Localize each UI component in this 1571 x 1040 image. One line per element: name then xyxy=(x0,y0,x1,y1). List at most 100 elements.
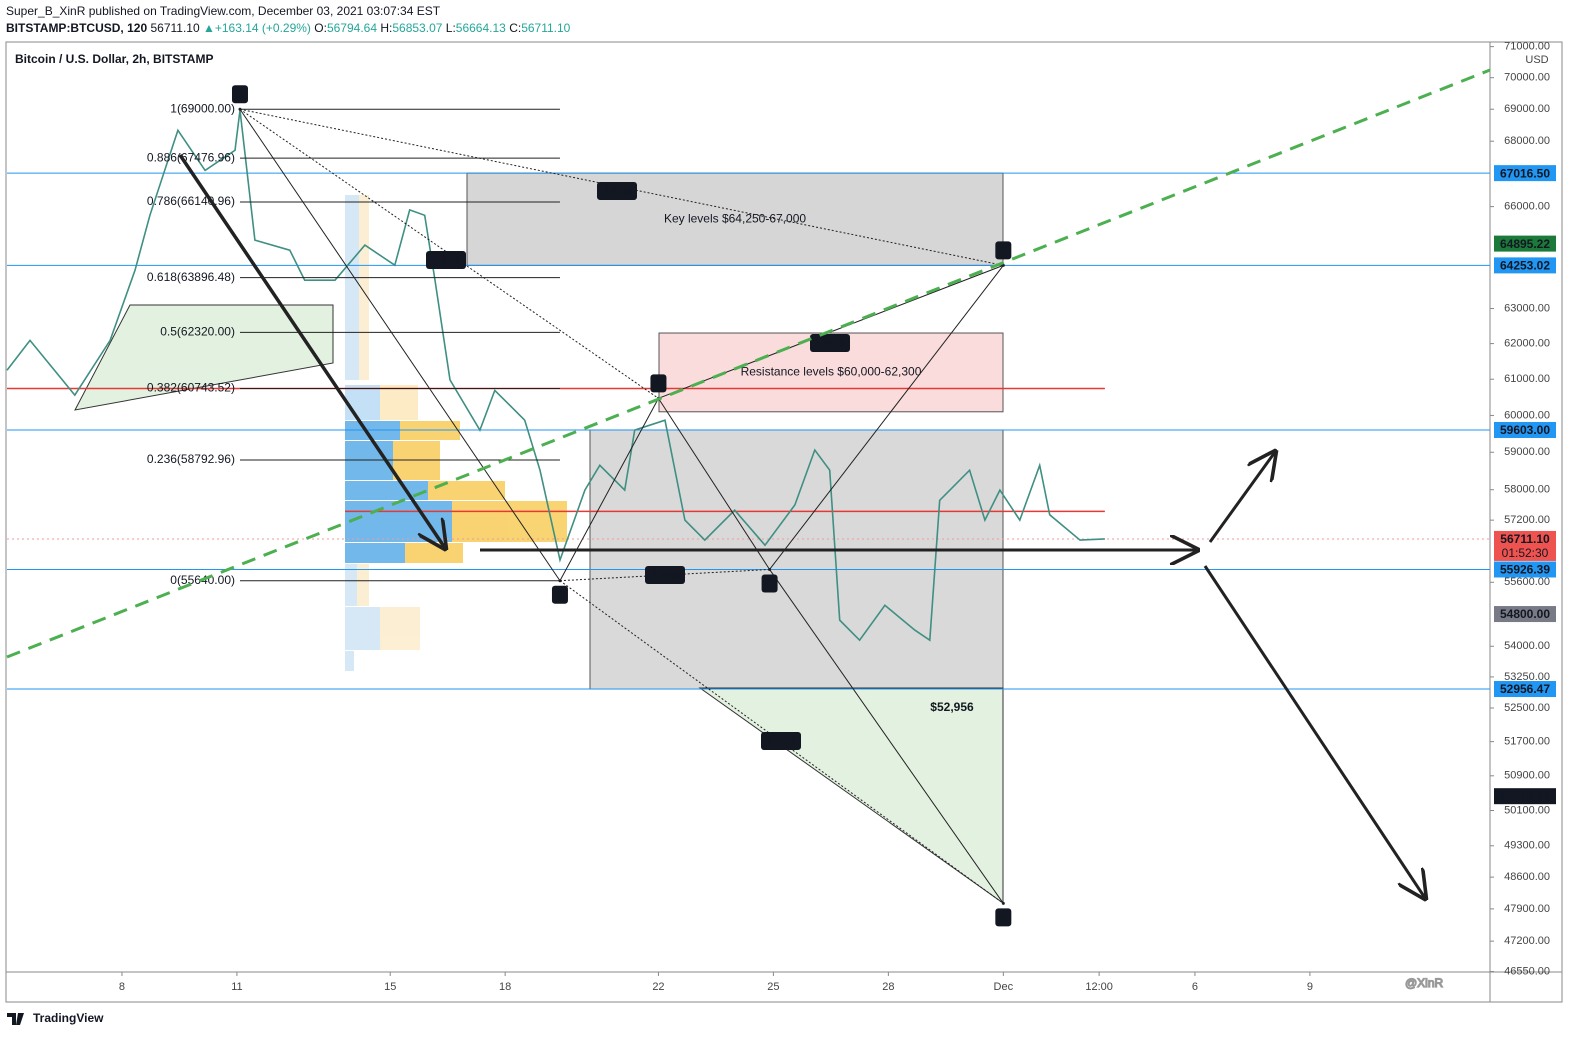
y-tick-label: 50900.00 xyxy=(1504,770,1550,782)
price-badge xyxy=(1494,165,1556,182)
ohlc-key: C: xyxy=(509,21,521,35)
y-tick-label: 69000.00 xyxy=(1504,103,1550,115)
x-tick-label: Dec xyxy=(994,981,1014,993)
x-tick-label: 12:00 xyxy=(1085,981,1113,993)
wedge xyxy=(74,304,334,411)
price-badge xyxy=(1494,788,1556,805)
y-tick-label: 59000.00 xyxy=(1504,446,1550,458)
y-tick-label: 48600.00 xyxy=(1504,871,1550,883)
y-tick-label: 54000.00 xyxy=(1504,640,1550,652)
pattern-leg xyxy=(239,108,561,582)
pattern-leg xyxy=(769,569,1004,904)
x-tick-label: 8 xyxy=(119,981,125,993)
price-badge xyxy=(1494,606,1556,623)
ohlc-key: O: xyxy=(314,21,327,35)
vp-bar xyxy=(400,421,460,440)
price-line-series xyxy=(6,110,1105,642)
arrow xyxy=(1208,452,1275,543)
zone xyxy=(589,429,1004,690)
y-tick-label: 50100.00 xyxy=(1504,804,1550,816)
price-badge-label: 64253.02 xyxy=(1500,259,1550,273)
y-tick-label: 61000.00 xyxy=(1504,373,1550,385)
y-tick-label: 51700.00 xyxy=(1504,736,1550,748)
price-badge-label: 59603.00 xyxy=(1500,423,1550,437)
ratio-tag xyxy=(810,334,850,352)
x-tick-label: 22 xyxy=(652,981,664,993)
ohlc-value: 56794.64 xyxy=(327,21,377,35)
ratio-tag xyxy=(426,251,466,269)
price-badge-label: 64895.22 xyxy=(1500,237,1550,251)
vp-bar xyxy=(393,441,440,480)
pattern-dotted xyxy=(239,108,659,399)
y-tick-label: 55600.00 xyxy=(1504,576,1550,588)
pattern-tag xyxy=(231,85,248,104)
pattern-point xyxy=(238,107,242,111)
change: ▲+163.14 (+0.29%) xyxy=(203,21,311,35)
y-tick-label: 46550.00 xyxy=(1504,965,1550,977)
price-badge xyxy=(1494,421,1556,438)
ratio-label: 0.625 xyxy=(602,184,632,198)
y-tick-label: 66000.00 xyxy=(1504,201,1550,213)
fib-label: 0.382(60743.52) xyxy=(147,381,235,395)
vp-bar xyxy=(380,385,418,420)
ratio-label: 0.943 xyxy=(650,568,680,582)
ratio-tag xyxy=(645,566,685,584)
ohlc-value: 56853.07 xyxy=(392,21,442,35)
pattern-label: C xyxy=(654,377,663,391)
zone-label: Resistance levels $60,000-62,300 xyxy=(741,365,922,379)
price-badge xyxy=(1494,530,1556,561)
vp-bar xyxy=(345,564,357,606)
vp-bar xyxy=(357,564,369,606)
vp-bar xyxy=(380,607,420,650)
brand: TradingView xyxy=(7,1011,104,1025)
pattern-tag xyxy=(551,585,568,604)
fib-label: 0.618(63896.48) xyxy=(147,270,235,284)
price-badge-label: 67016.50 xyxy=(1500,166,1550,180)
vp-bar xyxy=(359,195,369,380)
price-badge-label: 56711.10 xyxy=(1500,532,1550,546)
pattern-tag xyxy=(995,908,1012,927)
pattern-point xyxy=(1001,901,1005,905)
x-tick-label: 6 xyxy=(1192,981,1198,993)
price-badge xyxy=(1494,561,1556,578)
y-tick-label: 71000.00 xyxy=(1504,41,1550,53)
pattern-leg xyxy=(769,265,1004,570)
x-tick-label: 25 xyxy=(767,981,779,993)
ratio-label: 0.333 xyxy=(431,253,461,267)
price-badge-label: 55926.39 xyxy=(1500,563,1550,577)
y-tick-label: 60000.00 xyxy=(1504,409,1550,421)
ratio-tag xyxy=(761,732,801,750)
pattern-label: D xyxy=(999,911,1008,925)
y-tick-label: 49300.00 xyxy=(1504,840,1550,852)
pattern-label: A xyxy=(236,87,245,101)
fib-label: 0.5(62320.00) xyxy=(160,324,235,338)
price-badge xyxy=(1494,681,1556,698)
y-tick-label: 57200.00 xyxy=(1504,514,1550,526)
ohlc-value: 56711.10 xyxy=(521,21,570,35)
fib-label: 0.886(67476.96) xyxy=(147,150,235,164)
ratio-label: 2.715 xyxy=(766,734,796,748)
vp-bar xyxy=(405,543,463,563)
brand-logo xyxy=(7,1013,24,1025)
publisher: Super_B_XinR published on TradingView.co… xyxy=(6,4,441,18)
chart-title: Bitcoin / U.S. Dollar, 2h, BITSTAMP xyxy=(15,52,213,66)
vp-bar xyxy=(345,385,380,420)
ratio-label: 1.928 xyxy=(815,336,845,350)
y-tick-label: 63000.00 xyxy=(1504,302,1550,314)
brand-name: TradingView xyxy=(33,1011,104,1025)
ohlc-value: 56664.13 xyxy=(456,21,506,35)
pattern-label: D xyxy=(999,244,1008,258)
y-tick-label: 62000.00 xyxy=(1504,338,1550,350)
x-tick-label: 9 xyxy=(1307,981,1313,993)
y-tick-label: 70000.00 xyxy=(1504,72,1550,84)
watermark: @XinR xyxy=(1405,976,1444,990)
x-tick-label: 15 xyxy=(384,981,396,993)
vp-bar xyxy=(428,481,505,500)
vp-bar xyxy=(345,607,380,650)
pattern-label: C xyxy=(765,577,774,591)
annotation: $52,956 xyxy=(930,700,974,714)
ratio-tag xyxy=(597,182,637,200)
x-tick-label: 18 xyxy=(499,981,511,993)
fib-label: 1(69000.00) xyxy=(170,101,235,115)
